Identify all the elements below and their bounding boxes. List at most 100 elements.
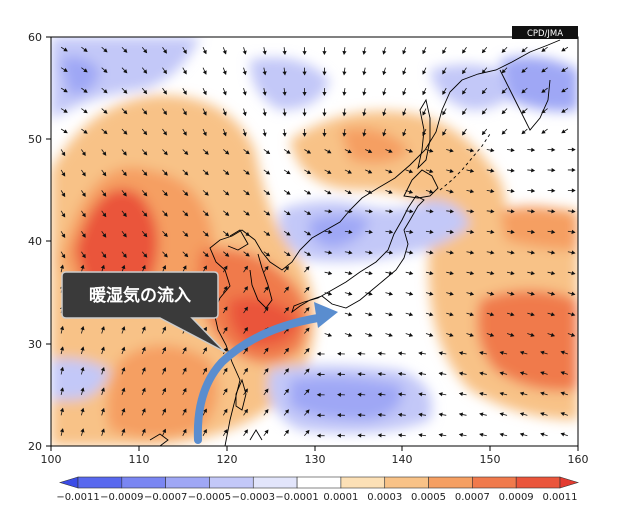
wind-vector-head bbox=[222, 50, 227, 55]
wind-vector-head bbox=[551, 209, 556, 214]
wind-vector-head bbox=[422, 90, 427, 96]
wind-vector-head bbox=[80, 366, 85, 372]
wind-vector-head bbox=[202, 90, 207, 96]
wind-vector-head bbox=[541, 88, 546, 93]
wind-vector-head bbox=[449, 271, 454, 276]
wind-vector-head bbox=[458, 432, 464, 438]
wind-vector-head bbox=[551, 188, 556, 193]
wind-vector-head bbox=[81, 253, 86, 259]
wind-vector-head bbox=[302, 112, 307, 117]
colorbar-segment bbox=[472, 476, 517, 489]
wind-vector-head bbox=[284, 368, 289, 373]
wind-vector-head bbox=[162, 49, 167, 54]
wind-vector-head bbox=[284, 388, 289, 394]
wind-vector-head bbox=[362, 50, 367, 55]
wind-vector-head bbox=[80, 264, 85, 269]
wind-vector-head bbox=[367, 169, 373, 174]
svg-text:CPD/JMA: CPD/JMA bbox=[527, 29, 563, 39]
wind-vector-head bbox=[286, 170, 291, 175]
credit-label: CPD/JMA bbox=[512, 26, 578, 39]
wind-vector-head bbox=[571, 250, 576, 255]
wind-vector-head bbox=[316, 372, 321, 377]
wind-vector-head bbox=[59, 407, 65, 412]
wind-vector-head bbox=[418, 392, 423, 397]
wind-vector-head bbox=[510, 209, 515, 214]
wind-vector-head bbox=[377, 412, 382, 418]
wind-vector-head bbox=[540, 371, 545, 376]
wind-vector-head bbox=[121, 346, 126, 351]
inflow-arrow bbox=[193, 302, 338, 444]
wind-vector-head bbox=[286, 211, 291, 216]
wind-vector-head bbox=[141, 346, 146, 352]
wind-vector-head bbox=[561, 88, 566, 93]
wind-vector-head bbox=[123, 48, 128, 53]
wind-vector-head bbox=[550, 271, 556, 276]
wind-vector-head bbox=[422, 131, 427, 137]
wind-vector-head bbox=[100, 326, 105, 331]
wind-vector-head bbox=[244, 388, 248, 393]
wind-vector-head bbox=[550, 312, 556, 317]
wind-vector-head bbox=[470, 229, 475, 234]
wind-vector-head bbox=[347, 332, 353, 337]
wind-vector-head bbox=[469, 312, 475, 317]
colorbar-segment bbox=[165, 476, 210, 489]
wind-vector-head bbox=[328, 271, 333, 276]
wind-vector-head bbox=[337, 413, 342, 418]
wind-vector-head bbox=[530, 229, 536, 234]
wind-vector-head bbox=[501, 89, 506, 94]
colorbar-tick-label: −0.0005 bbox=[188, 492, 231, 503]
colorbar-labels: −0.0011 −0.0009 −0.0007 −0.0005 −0.0003 −0.00… bbox=[56, 492, 577, 503]
wind-vector-head bbox=[571, 167, 576, 173]
wind-vector-head bbox=[388, 148, 393, 153]
wind-vector-head bbox=[163, 253, 168, 258]
wind-vector-head bbox=[368, 291, 373, 296]
wind-vector-head bbox=[409, 271, 414, 276]
wind-vector-head bbox=[490, 271, 495, 276]
wind-vector-head bbox=[184, 191, 189, 196]
wind-vector-head bbox=[367, 190, 373, 194]
wind-vector-head bbox=[402, 50, 407, 55]
wind-vector-head bbox=[327, 190, 332, 195]
wind-vector-head bbox=[462, 49, 467, 54]
wind-vector-head bbox=[141, 264, 146, 270]
wind-vector-head bbox=[530, 271, 535, 276]
wind-vector-head bbox=[81, 212, 86, 218]
wind-vector-head bbox=[408, 189, 414, 194]
wind-vector-head bbox=[83, 47, 88, 52]
wind-vector-head bbox=[442, 90, 447, 95]
wind-vector-head bbox=[123, 89, 128, 94]
wind-vector-head bbox=[429, 271, 434, 276]
wind-vector-head bbox=[204, 191, 209, 196]
wind-vector-head bbox=[368, 312, 373, 317]
wind-vector-head bbox=[388, 189, 393, 194]
wind-vector-head bbox=[102, 192, 107, 197]
wind-vector-head bbox=[418, 351, 423, 356]
colorbar-tick-label: 0.0011 bbox=[543, 492, 578, 503]
wind-vector-head bbox=[284, 409, 289, 414]
wind-vector-head bbox=[81, 151, 86, 157]
wind-vector-head bbox=[63, 88, 68, 93]
wind-vector-head bbox=[316, 392, 321, 397]
wind-vector-head bbox=[264, 265, 269, 271]
wind-vector-head bbox=[305, 307, 310, 312]
wind-vector-head bbox=[531, 188, 536, 193]
wind-vector-head bbox=[182, 428, 187, 434]
wind-vector-head bbox=[510, 332, 515, 337]
wind-vector-head bbox=[377, 433, 382, 438]
wind-vector-head bbox=[265, 211, 271, 216]
wind-vector-head bbox=[123, 109, 128, 115]
wind-vector-head bbox=[458, 351, 464, 356]
wind-vector-head bbox=[438, 412, 443, 417]
wind-vector-head bbox=[80, 325, 85, 331]
wind-vector-head bbox=[162, 346, 167, 352]
wind-vector-head bbox=[102, 151, 107, 156]
wind-vector-head bbox=[397, 371, 403, 377]
wind-vector-head bbox=[80, 428, 85, 433]
wind-vector-head bbox=[408, 332, 414, 337]
wind-vector-head bbox=[306, 231, 312, 236]
colorbar-segment bbox=[121, 476, 166, 489]
wind-vector-head bbox=[61, 172, 66, 177]
wind-vector-head bbox=[223, 347, 228, 352]
wind-vector-head bbox=[347, 149, 352, 154]
wind-vector-head bbox=[438, 371, 443, 376]
